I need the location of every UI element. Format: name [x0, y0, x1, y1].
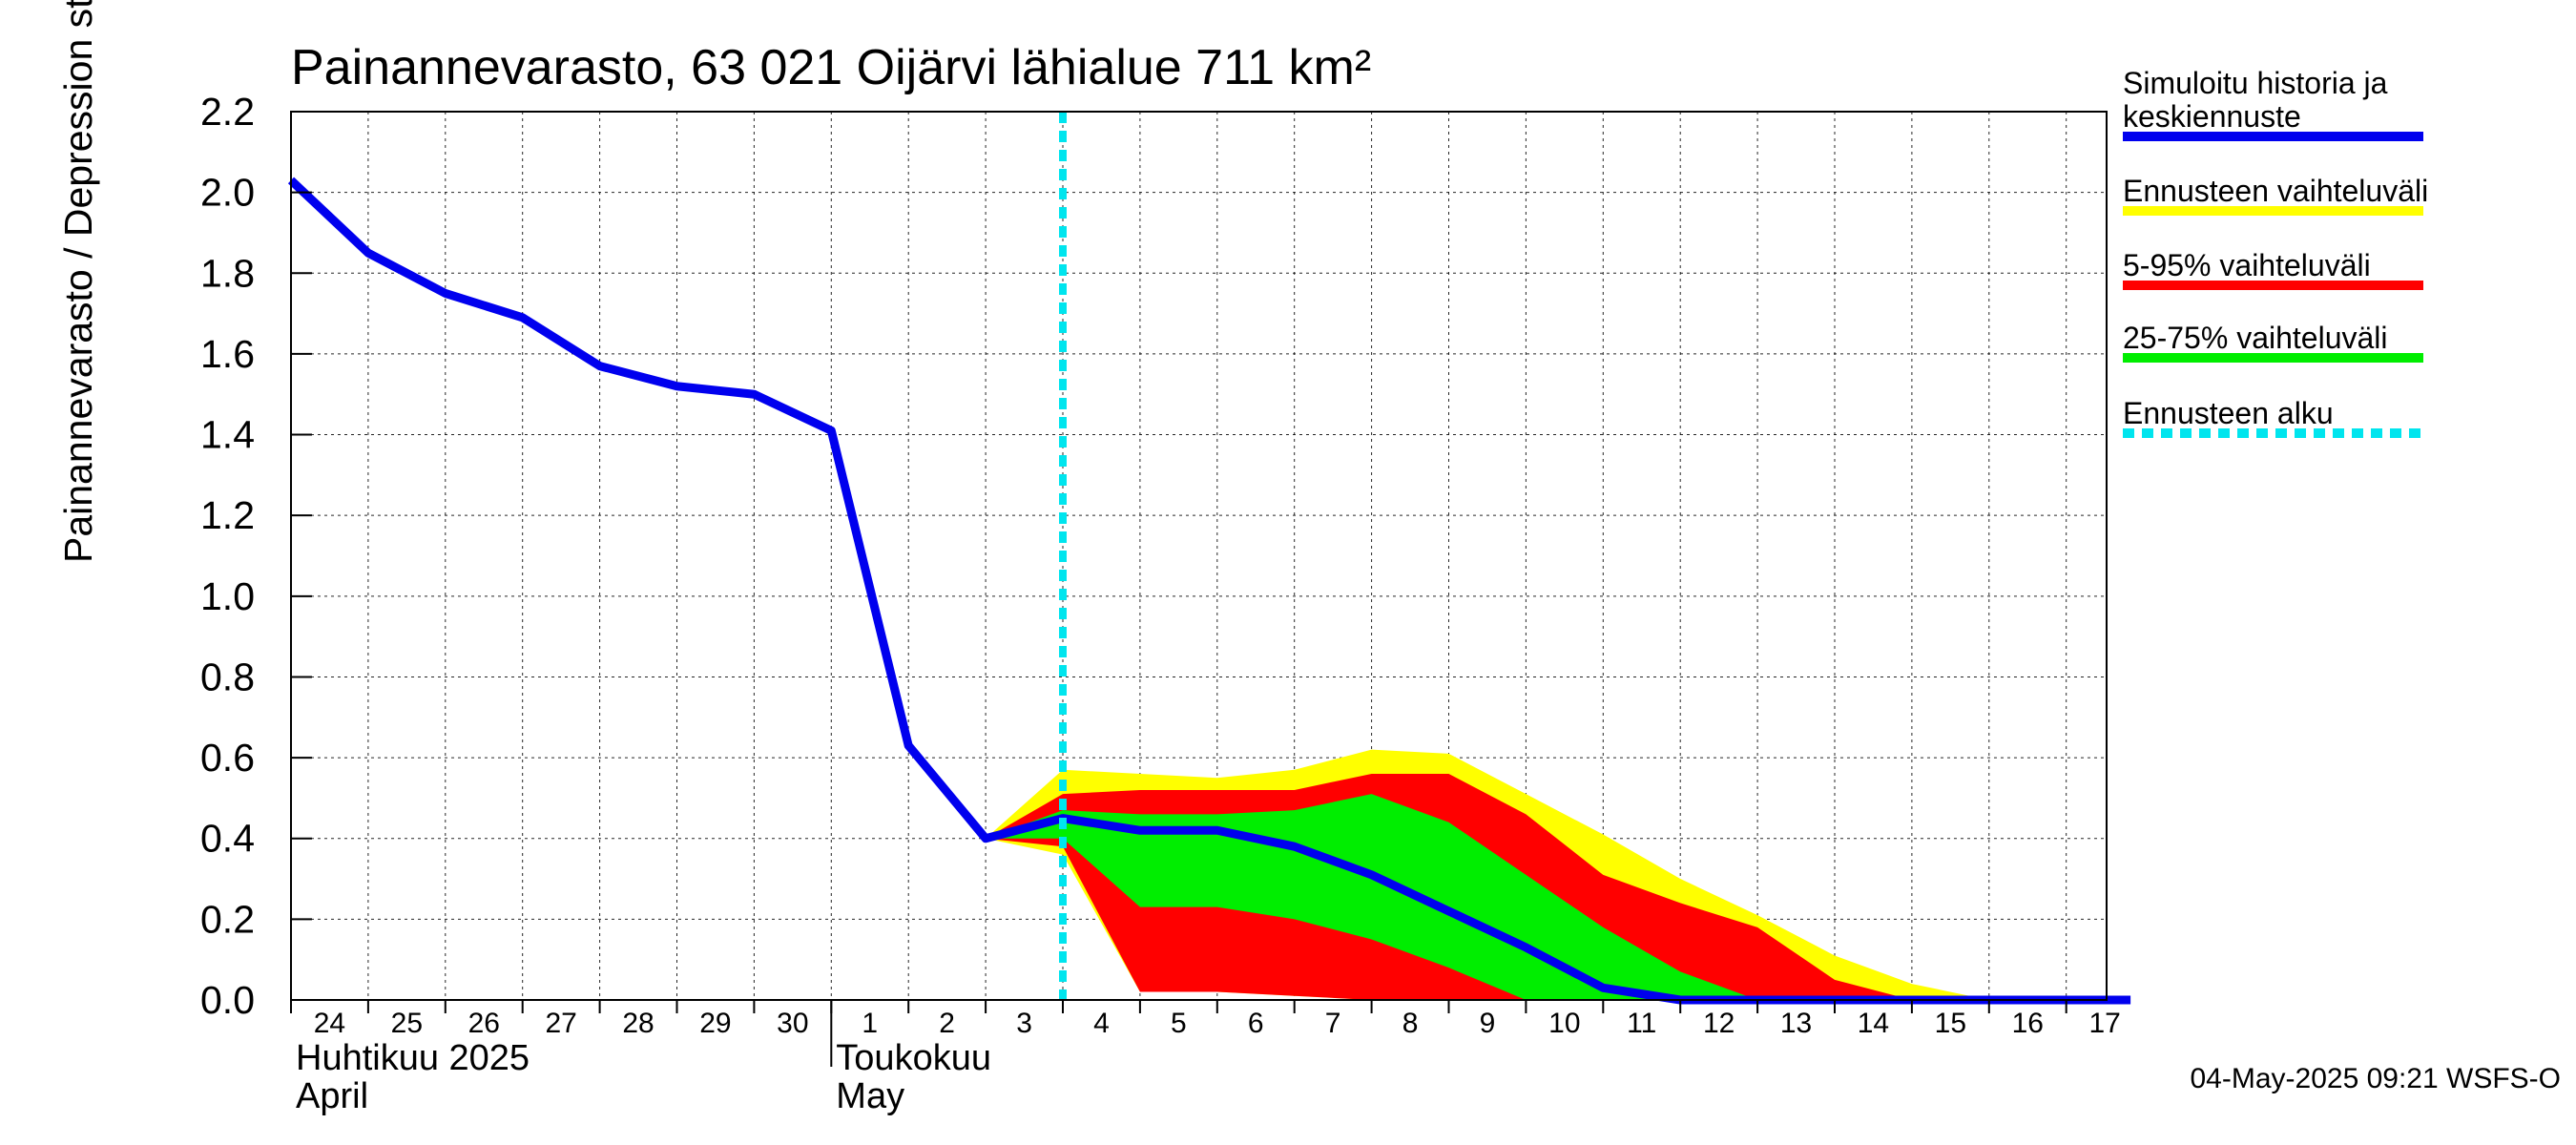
x-tick-label: 13 [1780, 1008, 1812, 1039]
y-tick-label: 0.6 [200, 736, 255, 780]
x-tick-label: 9 [1480, 1008, 1496, 1039]
y-tick-label: 1.2 [200, 493, 255, 537]
y-tick-label: 1.4 [200, 413, 255, 457]
legend-label: Ennusteen alku [2123, 396, 2334, 430]
x-tick-label: 14 [1858, 1008, 1889, 1039]
x-tick-label: 5 [1171, 1008, 1187, 1039]
month-label-en: April [296, 1076, 368, 1116]
x-tick-label: 15 [1935, 1008, 1966, 1039]
x-tick-label: 24 [314, 1008, 345, 1039]
x-ticks: 24 25 26 27 28 29 30 1 2 3 4 5 6 7 8 9 10 11 12 13 14 15 16 17 [314, 1008, 2121, 1039]
y-tick-label: 0.8 [200, 655, 255, 698]
x-tick-label: 29 [699, 1008, 731, 1039]
legend-label: 25-75% vaihteluväli [2123, 321, 2388, 355]
x-tick-label: 8 [1402, 1008, 1419, 1039]
y-axis-label: Painannevarasto / Depression storage mm [56, 0, 100, 563]
x-tick-label: 16 [2012, 1008, 2044, 1039]
x-tick-label: 11 [1627, 1008, 1656, 1039]
month-label-fi: Toukokuu [836, 1038, 991, 1078]
axes [290, 111, 2108, 1067]
band-area [986, 794, 1758, 1000]
x-tick-label: 28 [622, 1008, 654, 1039]
x-tick-label: 4 [1093, 1008, 1110, 1039]
y-tick-label: 2.2 [200, 90, 255, 134]
y-tick-label: 0.0 [200, 978, 255, 1022]
x-tick-label: 17 [2088, 1008, 2120, 1039]
legend-label: keskiennuste [2123, 99, 2301, 134]
x-tick-label: 6 [1248, 1008, 1264, 1039]
forecast-bands [986, 749, 1989, 1000]
y-tick-label: 0.4 [200, 817, 255, 861]
y-tick-label: 0.2 [200, 897, 255, 941]
x-tick-label: 3 [1016, 1008, 1032, 1039]
month-label-fi: Huhtikuu 2025 [296, 1038, 530, 1078]
x-tick-label: 30 [777, 1008, 808, 1039]
chart-title: Painannevarasto, 63 021 Oijärvi lähialue… [291, 40, 1371, 95]
x-tick-label: 26 [468, 1008, 500, 1039]
y-tick-label: 1.8 [200, 251, 255, 295]
x-tick-label: 7 [1325, 1008, 1341, 1039]
x-tick-label: 1 [862, 1008, 878, 1039]
timestamp-footer: 04-May-2025 09:21 WSFS-O [2191, 1063, 2562, 1094]
y-ticks: 0.0 0.2 0.4 0.6 0.8 1.0 1.2 1.4 1.6 1.8 2.0 2.2 [200, 90, 255, 1022]
y-tick-label: 1.6 [200, 332, 255, 376]
x-tick-label: 25 [391, 1008, 423, 1039]
plot-frame [290, 111, 2108, 1001]
y-tick-label: 2.0 [200, 171, 255, 215]
legend-label: Ennusteen vaihteluväli [2123, 174, 2428, 208]
x-tick-label: 27 [545, 1008, 576, 1039]
legend-label: Simuloitu historia ja [2123, 66, 2388, 100]
grid [291, 111, 2107, 1001]
y-tick-label: 1.0 [200, 574, 255, 618]
x-tick-label: 10 [1548, 1008, 1580, 1039]
x-tick-label: 2 [939, 1008, 955, 1039]
month-label-en: May [836, 1076, 904, 1116]
legend-label: 5-95% vaihteluväli [2123, 248, 2371, 282]
x-tick-label: 12 [1703, 1008, 1735, 1039]
